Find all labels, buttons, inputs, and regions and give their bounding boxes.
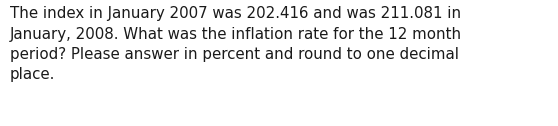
Text: The index in January 2007 was 202.416 and was 211.081 in
January, 2008. What was: The index in January 2007 was 202.416 an… [10, 6, 462, 83]
